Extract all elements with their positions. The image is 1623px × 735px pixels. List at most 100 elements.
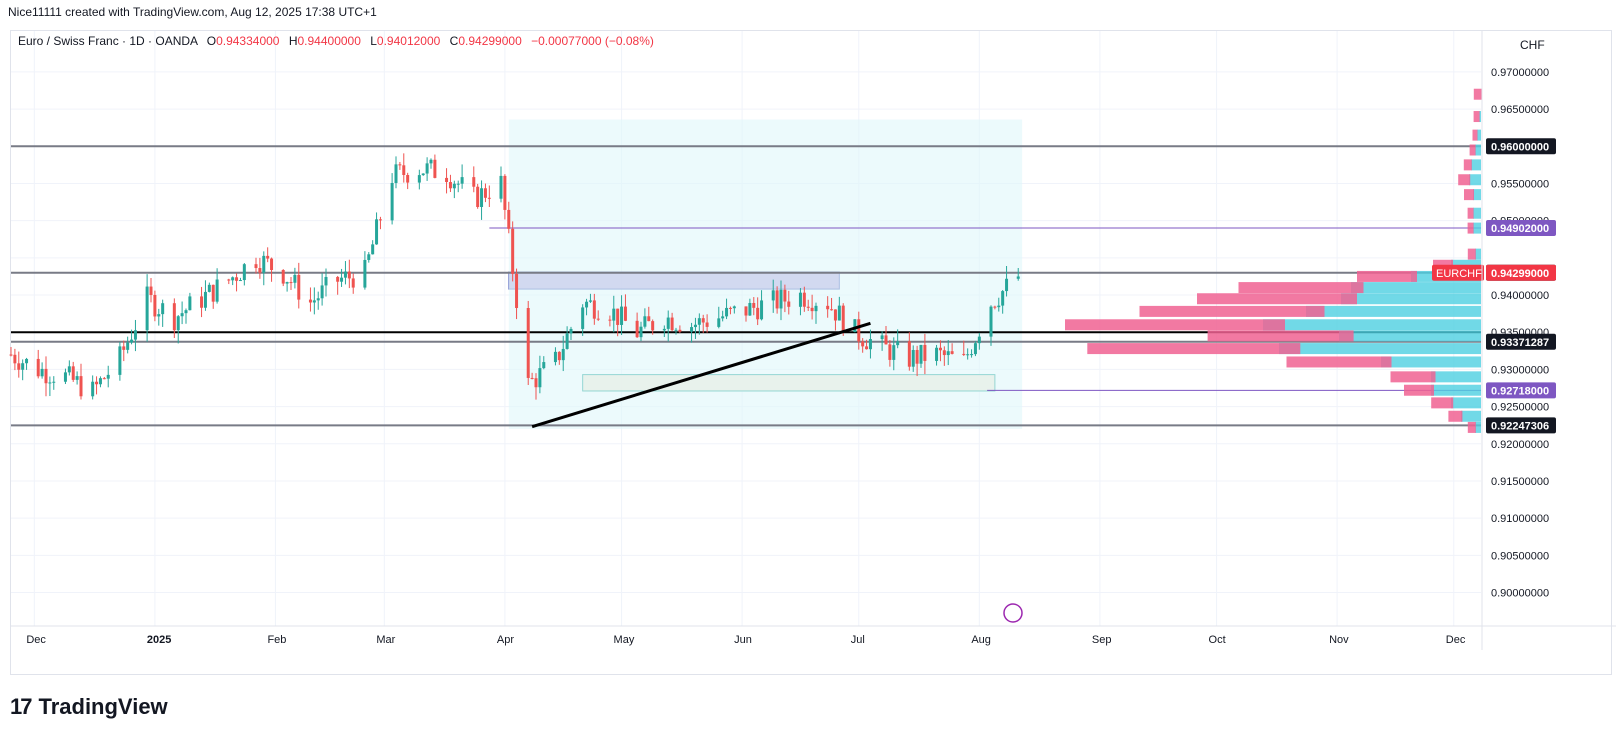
candle-body <box>36 358 40 377</box>
price-label-bg <box>1486 382 1556 399</box>
candle-body <box>771 290 775 301</box>
candle-body <box>67 366 71 373</box>
candle-body <box>857 319 861 342</box>
volume-profile-pink <box>1467 222 1474 234</box>
volume-profile-pink <box>1463 159 1472 171</box>
x-tick-label: Feb <box>267 634 286 646</box>
candle-body <box>289 282 293 284</box>
candle-body <box>297 274 301 300</box>
candle-body <box>203 291 207 308</box>
chart-attribution: Nice11111 created with TradingView.com, … <box>8 5 377 19</box>
candle-body <box>95 381 99 385</box>
x-tick-label: Oct <box>1209 634 1226 646</box>
candle-body <box>448 182 452 189</box>
candle-body <box>390 182 394 221</box>
replay-icon <box>1003 603 1023 623</box>
candle-body <box>445 177 449 183</box>
legend-open-value: 0.94334000 <box>216 34 280 48</box>
candle-body <box>499 175 503 199</box>
volume-profile-cyan <box>1475 421 1481 433</box>
candle-body <box>363 259 367 288</box>
candle-body <box>476 186 480 207</box>
volume-profile-cyan <box>1475 144 1481 156</box>
price-chart[interactable]: 0.970000000.965000000.955000000.95000000… <box>0 0 1623 690</box>
candle-body <box>17 363 21 370</box>
volume-profile-pink <box>1448 410 1463 422</box>
volume-profile-cyan <box>1381 356 1481 368</box>
currency-label[interactable]: CHF <box>1520 38 1545 52</box>
candle-body <box>227 279 231 281</box>
y-tick-label: 0.91000000 <box>1491 513 1549 525</box>
candle-body <box>44 368 48 384</box>
candle-body <box>896 341 900 346</box>
price-label: 0.94299000 <box>1491 268 1549 280</box>
legend-symbol: Euro / Swiss Franc · 1D · OANDA <box>18 34 198 48</box>
y-tick-label: 0.91500000 <box>1491 476 1549 488</box>
y-tick-label: 0.90500000 <box>1491 550 1549 562</box>
candle-body <box>266 255 270 259</box>
candle-body <box>351 278 355 288</box>
candle-body <box>417 175 421 183</box>
candle-body <box>701 318 705 323</box>
candle-body <box>888 344 892 360</box>
volume-profile-cyan <box>1431 384 1481 396</box>
candle-body <box>690 327 694 332</box>
legend-change: −0.00077000 (−0.08%) <box>531 34 654 48</box>
candle-body <box>122 346 126 350</box>
legend-low-value: 0.94012000 <box>376 34 441 48</box>
candle-body <box>565 333 569 349</box>
candle-body <box>534 378 538 388</box>
candle-body <box>106 374 110 379</box>
candle-body <box>915 349 919 364</box>
price-label: 0.96000000 <box>1491 141 1549 153</box>
candle-body <box>270 258 274 271</box>
candle-body <box>752 302 756 308</box>
candle-body <box>942 350 946 356</box>
candle-body <box>697 318 701 325</box>
candle-body <box>394 164 398 183</box>
candle-body <box>21 363 25 370</box>
candle-body <box>775 290 779 309</box>
candle-body <box>429 159 433 164</box>
price-label: 0.92247306 <box>1491 420 1549 432</box>
tradingview-logo-icon: 17 <box>10 694 33 719</box>
legend-close-value: 0.94299000 <box>458 34 522 48</box>
candle-body <box>962 353 966 355</box>
candle-body <box>880 335 884 340</box>
candle-body <box>235 277 239 281</box>
candle-body <box>200 296 204 308</box>
tradingview-brand: TradingView <box>38 694 168 719</box>
candle-body <box>826 305 830 310</box>
candle-body <box>779 289 783 309</box>
volume-profile-pink <box>1404 384 1434 396</box>
volume-profile-cyan <box>1451 397 1481 409</box>
volume-profile-pink <box>1467 421 1476 433</box>
candle-body <box>678 329 682 332</box>
candle-body <box>9 354 13 356</box>
candle-body <box>639 326 643 338</box>
candle-body <box>63 372 67 382</box>
x-tick-label: Nov <box>1329 634 1349 646</box>
tradingview-logo[interactable]: 17 TradingView <box>10 694 168 720</box>
candle-body <box>643 316 647 327</box>
candle-body <box>13 354 17 364</box>
symbol-tag: EURCHF <box>1436 268 1482 280</box>
candle-body <box>538 368 542 388</box>
candle-body <box>833 309 837 321</box>
candle-body <box>732 306 736 309</box>
volume-profile-cyan <box>1479 111 1481 123</box>
candle-body <box>530 377 534 379</box>
candle-body <box>810 307 814 312</box>
volume-profile-cyan <box>1431 371 1481 383</box>
volume-profile-pink <box>1139 305 1325 317</box>
volume-profile-cyan <box>1473 207 1481 219</box>
x-tick-label: May <box>614 634 635 646</box>
candle-body <box>977 336 981 344</box>
candle-body <box>837 305 841 321</box>
candle-body <box>406 175 410 183</box>
candle-body <box>950 351 954 354</box>
candle-body <box>693 324 697 328</box>
candle-body <box>542 362 546 369</box>
candle-body <box>647 316 651 322</box>
candle-body <box>787 301 791 307</box>
